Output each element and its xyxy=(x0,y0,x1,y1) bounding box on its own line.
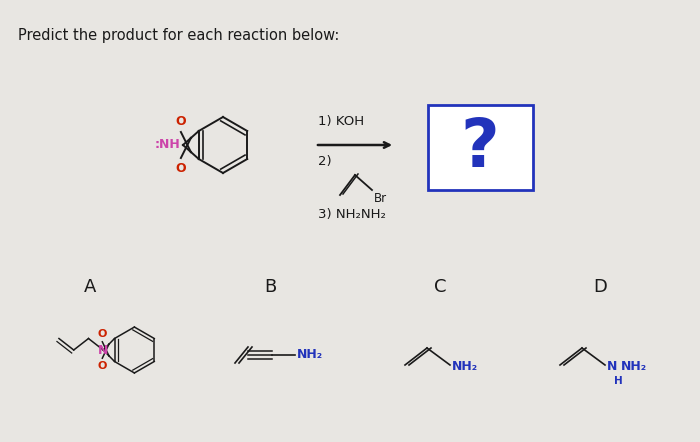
Text: Br: Br xyxy=(374,192,387,205)
Text: N: N xyxy=(98,343,108,357)
Text: Predict the product for each reaction below:: Predict the product for each reaction be… xyxy=(18,28,339,43)
Text: 2): 2) xyxy=(318,155,332,168)
Text: B: B xyxy=(264,278,276,296)
Text: O: O xyxy=(176,115,186,128)
Text: D: D xyxy=(593,278,607,296)
Text: NH₂: NH₂ xyxy=(297,348,323,362)
Bar xyxy=(428,105,533,190)
Text: NH₂: NH₂ xyxy=(621,361,647,373)
Text: N: N xyxy=(607,361,617,373)
Text: O: O xyxy=(176,162,186,175)
Text: 1) KOH: 1) KOH xyxy=(318,115,364,128)
Text: A: A xyxy=(84,278,96,296)
Text: ?: ? xyxy=(461,115,499,181)
Text: C: C xyxy=(434,278,447,296)
Text: :NH: :NH xyxy=(154,138,180,152)
Text: NH₂: NH₂ xyxy=(452,361,478,373)
Text: O: O xyxy=(97,361,107,371)
Text: O: O xyxy=(97,329,107,339)
Text: 3) NH₂NH₂: 3) NH₂NH₂ xyxy=(318,208,386,221)
Text: H: H xyxy=(614,376,623,386)
